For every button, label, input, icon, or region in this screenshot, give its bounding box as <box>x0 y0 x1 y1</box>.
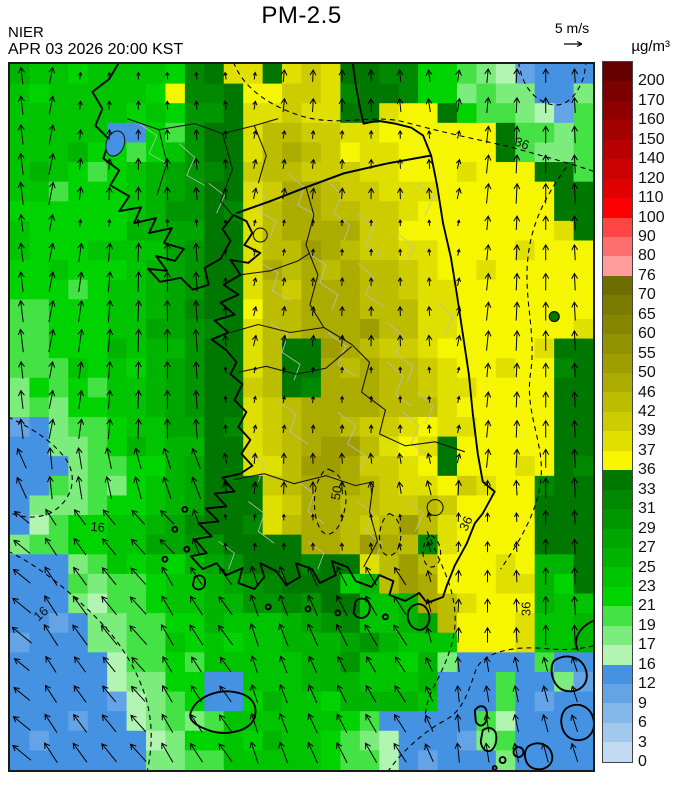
colorbar-tick-label: 37 <box>638 441 656 459</box>
wind-reference-label: 5 m/s <box>554 20 590 36</box>
contour-label: 36 <box>456 514 476 533</box>
colorbar-segment <box>603 645 632 665</box>
colorbar-segment <box>603 334 632 354</box>
colorbar-tick-label: 160 <box>638 111 665 129</box>
colorbar-tick-label: 55 <box>638 344 656 362</box>
colorbar-tick-label: 70 <box>638 286 656 304</box>
colorbar-tick-label: 23 <box>638 578 656 595</box>
province-boundaries <box>127 118 466 568</box>
colorbar-tick-label: 170 <box>638 91 665 109</box>
colorbar-segment <box>603 625 632 646</box>
colorbar-segment <box>603 217 632 237</box>
colorbar-tick-label: 36 <box>638 461 656 479</box>
colorbar <box>602 61 633 763</box>
colorbar-segment <box>603 236 632 257</box>
contour-label: 36 <box>513 134 532 153</box>
pm25-raster <box>10 64 593 770</box>
colorbar-tick-label: 90 <box>638 228 656 245</box>
contour-label: 50 <box>328 484 345 501</box>
colorbar-tick-label: 27 <box>638 539 656 557</box>
wind-reference-arrow-icon <box>564 40 583 48</box>
colorbar-tick-label: 39 <box>638 422 656 440</box>
colorbar-labels: 200 170 160 150 140 120 110 100 90 80 76 70 65 60 55 50… <box>638 62 672 774</box>
colorbar-tick-label: 100 <box>638 208 665 226</box>
colorbar-segment <box>603 509 632 529</box>
colorbar-tick-label: 80 <box>638 247 656 265</box>
colorbar-tick-label: 46 <box>638 383 656 401</box>
nk-reservoir <box>105 130 126 157</box>
colorbar-tick-label: 76 <box>638 266 656 284</box>
colorbar-segment <box>603 684 632 704</box>
colorbar-segment <box>603 120 632 140</box>
colorbar-segment <box>603 547 632 568</box>
colorbar-segment <box>603 139 632 160</box>
colorbar-tick-label: 60 <box>638 325 656 343</box>
dmz-line <box>236 154 432 215</box>
colorbar-segment <box>603 353 632 373</box>
colorbar-segment <box>603 62 632 82</box>
colorbar-tick-label: 25 <box>638 558 656 576</box>
colorbar-segment <box>603 431 632 451</box>
colorbar-tick-label: 65 <box>638 305 656 323</box>
ulleungdo-island <box>548 311 560 323</box>
colorbar-segment <box>603 489 632 510</box>
map-area: 36 36 36 16 16 50 <box>8 62 595 772</box>
colorbar-tick-label: 6 <box>638 714 647 732</box>
colorbar-segment <box>603 159 632 179</box>
colorbar-segment <box>603 411 632 432</box>
colorbar-tick-label: 50 <box>638 364 656 382</box>
colorbar-segment <box>603 470 632 490</box>
colorbar-segment <box>603 606 632 626</box>
inland-water <box>105 130 560 323</box>
colorbar-segment <box>603 586 632 607</box>
colorbar-tick-label: 12 <box>638 675 656 693</box>
contour-label: 16 <box>90 519 106 535</box>
colorbar-segment <box>603 528 632 548</box>
colorbar-segment <box>603 567 632 587</box>
colorbar-tick-label: 200 <box>638 72 665 90</box>
colorbar-tick-label: 17 <box>638 636 656 654</box>
colorbar-segment <box>603 703 632 723</box>
agency-label: NIER <box>8 24 44 41</box>
colorbar-tick-label: 3 <box>638 733 647 751</box>
colorbar-segment <box>603 722 632 743</box>
colorbar-tick-label: 21 <box>638 597 656 615</box>
colorbar-tick-label: 16 <box>638 655 656 673</box>
colorbar-tick-label: 9 <box>638 694 647 712</box>
page-title: PM-2.5 <box>261 2 342 29</box>
colorbar-segment <box>603 450 632 471</box>
contour-label: 36 <box>518 602 533 616</box>
colorbar-tick-label: 0 <box>638 753 647 770</box>
colorbar-tick-label: 140 <box>638 150 665 168</box>
colorbar-segment <box>603 198 632 218</box>
colorbar-segment <box>603 178 632 199</box>
colorbar-tick-label: 150 <box>638 130 665 148</box>
colorbar-segment <box>603 295 632 315</box>
colorbar-segment <box>603 373 632 393</box>
county-boundaries <box>138 123 454 570</box>
colorbar-tick-label: 19 <box>638 616 656 634</box>
colorbar-segment <box>603 392 632 412</box>
datetime-label: APR 03 2026 20:00 KST <box>8 41 184 58</box>
wind-vectors <box>11 66 579 764</box>
colorbar-tick-label: 42 <box>638 403 656 420</box>
colorbar-segment <box>603 742 632 762</box>
colorbar-segment <box>603 100 632 121</box>
colorbar-segment <box>603 256 632 276</box>
colorbar-tick-label: 120 <box>638 169 665 187</box>
colorbar-segment <box>603 314 632 335</box>
colorbar-segment <box>603 275 632 296</box>
colorbar-tick-label: 29 <box>638 519 656 537</box>
colorbar-tick-label: 110 <box>638 189 664 207</box>
concentration-contours <box>10 64 593 770</box>
unit-label: µg/m³ <box>631 38 670 55</box>
colorbar-segment <box>603 81 632 101</box>
colorbar-tick-label: 31 <box>638 500 656 518</box>
colorbar-tick-label: 33 <box>638 480 656 498</box>
colorbar-segment <box>603 664 632 684</box>
